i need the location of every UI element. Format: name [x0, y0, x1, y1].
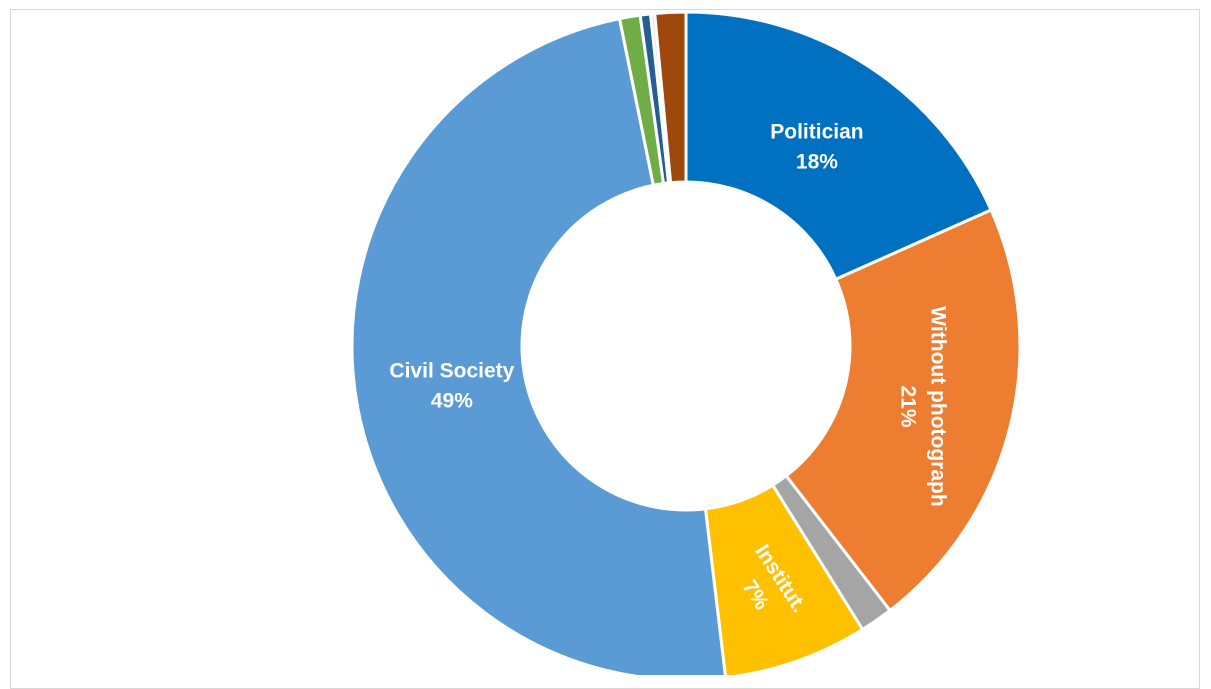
slice-category-text: Civil Society [389, 360, 514, 383]
slice-civil-society[interactable] [350, 16, 727, 675]
slice-unlabeled-8[interactable] [653, 10, 688, 185]
slice-percent-text: 49% [431, 390, 473, 413]
slice-label-politician: Politician 18% [770, 120, 863, 173]
slice-label-civil-society: Civil Society 49% [389, 360, 514, 413]
slice-institut[interactable] [703, 483, 865, 675]
slice-category-text: Without photograph [927, 306, 950, 506]
slice-label-without-photograph: Without photograph 21% [897, 306, 950, 506]
slice-percent-text: 21% [897, 385, 920, 427]
slice-category-text: Politician [770, 120, 863, 143]
slice-without-photograph[interactable] [784, 208, 1022, 613]
donut-chart: Politician 18%Without photograph21%Instit… [350, 10, 1022, 675]
slice-percent-text: 18% [796, 150, 838, 173]
slice-politician[interactable] [684, 10, 994, 282]
